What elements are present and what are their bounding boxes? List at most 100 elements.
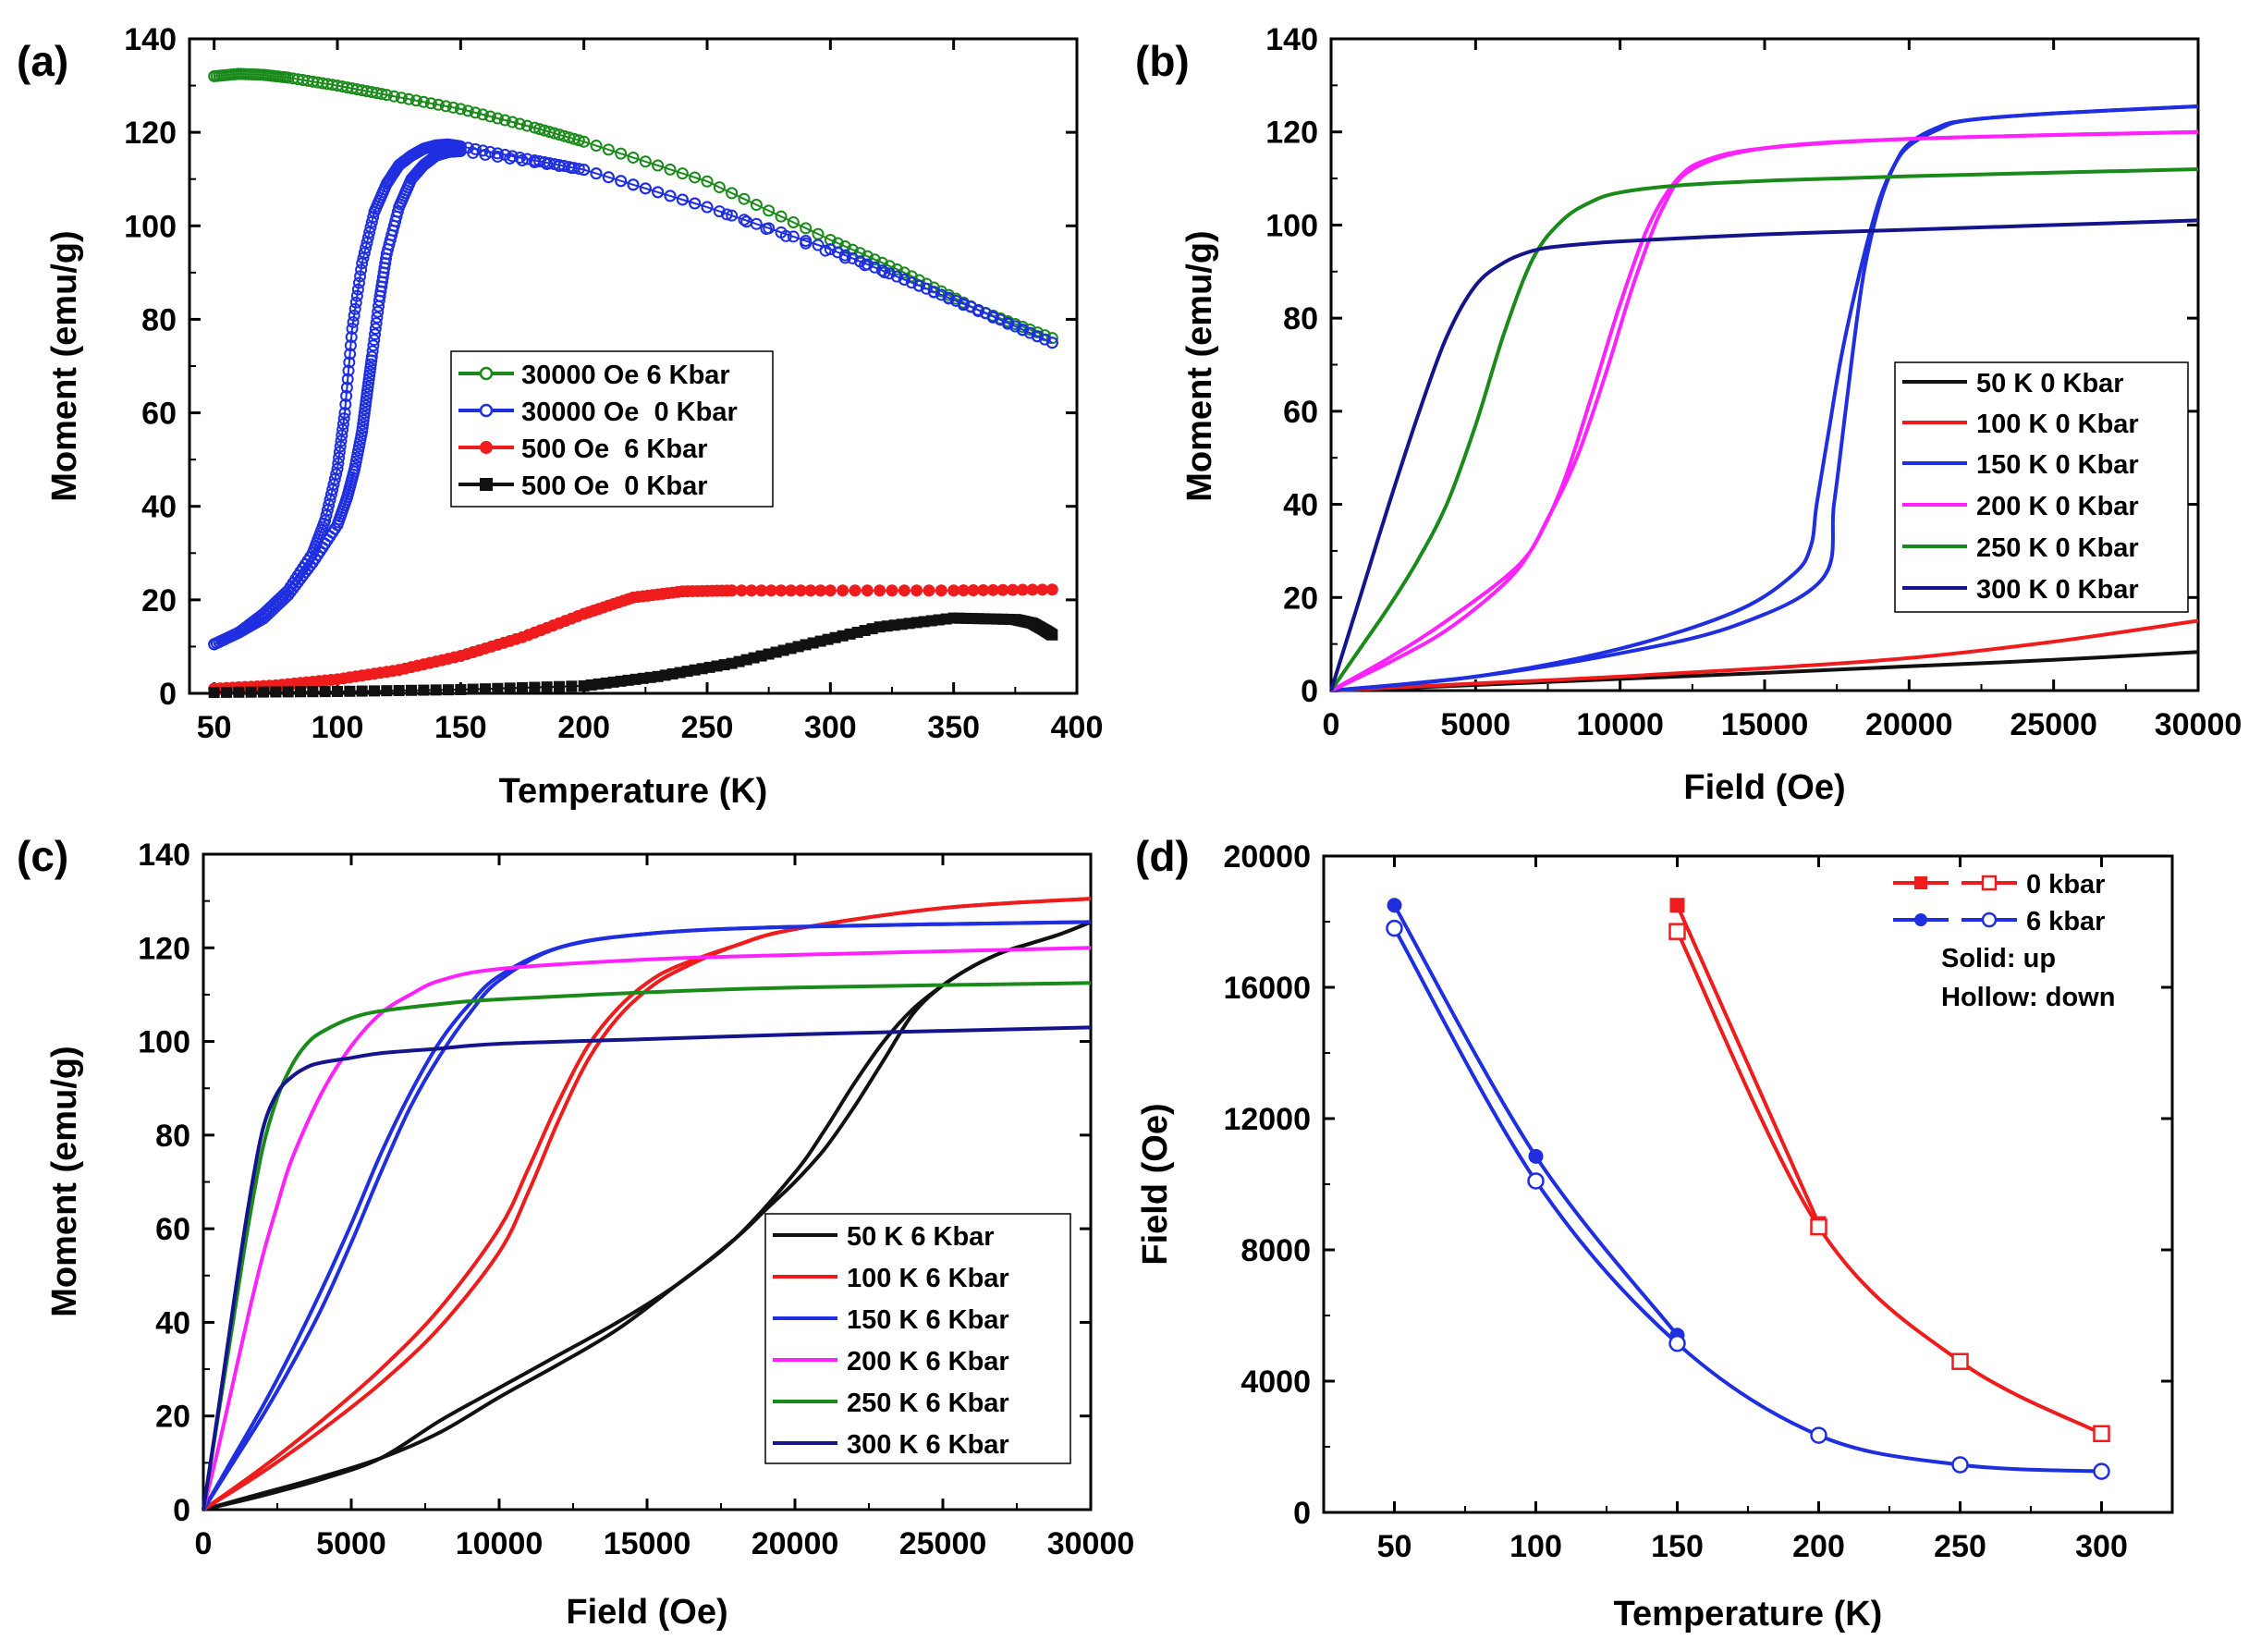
data-point: [335, 434, 348, 447]
x-tick-label: 20000: [752, 1526, 839, 1561]
data-point: [381, 685, 393, 697]
data-point: [764, 584, 777, 597]
data-point: [371, 311, 384, 324]
data-point: [355, 263, 368, 276]
legend-label-a-0: 30000 Oe 6 Kbar: [521, 361, 730, 390]
x-tick-label: 50: [197, 710, 232, 745]
data-point: [701, 175, 714, 188]
series-line-a-0: [214, 72, 1053, 339]
x-tick-label: 200: [557, 710, 610, 745]
data-point: [504, 152, 517, 165]
data-point: [689, 197, 702, 210]
legend-label-b-1: 100 K 0 Kbar: [1976, 410, 2139, 439]
y-tick-label: 20: [141, 583, 177, 618]
y-tick-label: 80: [141, 302, 177, 337]
series-line-d-0-down: [1675, 930, 2103, 1436]
data-point: [689, 171, 702, 184]
data-point: [812, 239, 825, 251]
y-tick-label: 80: [1283, 301, 1318, 337]
data-point: [369, 328, 382, 341]
panel-label-a: (a): [17, 37, 68, 85]
data-point: [2093, 1462, 2110, 1480]
data-point: [898, 584, 911, 597]
data-point: [1951, 1456, 1969, 1474]
x-axis-label-d: Temperature (K): [1614, 1595, 1883, 1634]
data-point: [831, 237, 844, 250]
data-point: [417, 95, 430, 108]
data-point: [819, 244, 832, 257]
legend-label-a-1: 30000 Oe 0 Kbar: [521, 398, 738, 427]
data-point: [1387, 898, 1402, 913]
y-axis-label-c: Moment (emu/g): [45, 1046, 84, 1316]
data-point: [986, 583, 999, 596]
data-point: [701, 201, 714, 214]
data-point: [615, 175, 628, 188]
data-point: [370, 316, 383, 329]
series-layer-a: [208, 67, 1058, 698]
data-point: [824, 584, 837, 597]
data-point: [775, 210, 788, 223]
legend-label-b-3: 200 K 0 Kbar: [1976, 492, 2139, 521]
series-line-d-1-up: [1392, 904, 1680, 1337]
data-point: [824, 243, 837, 256]
data-point: [957, 299, 970, 312]
data-point: [336, 423, 349, 436]
data-point: [838, 251, 851, 264]
x-tick-label: 25000: [2010, 707, 2097, 742]
data-point: [409, 94, 422, 107]
x-axis-label-b: Field (Oe): [1683, 768, 1845, 807]
data-point: [831, 246, 844, 259]
data-point: [367, 211, 380, 224]
y-tick-label: 40: [1283, 488, 1318, 523]
data-point: [554, 680, 565, 692]
data-point: [578, 164, 591, 177]
data-point: [348, 302, 361, 315]
data-point: [319, 686, 331, 698]
y-tick-label: 4000: [1240, 1364, 1311, 1400]
data-point: [529, 681, 541, 693]
axis-ticks-b: 0 5000 10000 15000 20000 25000 30000 0 20 40 60 80 1…: [1265, 22, 2242, 742]
legend-a: 30000 Oe 6 Kbar 30000 Oe 0 Kbar 500 Oe 6…: [450, 350, 774, 508]
y-tick-label: 20000: [1223, 839, 1311, 875]
data-point: [332, 457, 345, 470]
data-point: [957, 584, 970, 597]
data-point: [208, 638, 221, 651]
data-point: [627, 178, 640, 191]
data-point: [859, 259, 872, 272]
y-tick-label: 140: [138, 838, 190, 873]
data-point: [1007, 583, 1020, 596]
y-tick-label: 0: [1293, 1496, 1311, 1531]
series-layer-b: [1329, 104, 2199, 692]
data-point: [513, 117, 526, 130]
data-point: [483, 110, 496, 123]
data-point: [1668, 923, 1686, 940]
data-point: [1810, 1426, 1827, 1444]
data-point: [967, 584, 980, 597]
x-tick-label: 150: [434, 710, 487, 745]
data-point: [1031, 330, 1044, 343]
data-point: [367, 339, 380, 352]
data-point: [923, 584, 935, 597]
data-point: [491, 112, 504, 125]
data-point: [779, 229, 792, 242]
data-point: [341, 373, 354, 385]
data-point: [348, 309, 361, 322]
y-tick-label: 60: [141, 397, 177, 432]
legend-item-a-0: 30000 Oe 6 Kbar: [458, 361, 730, 390]
y-tick-label: 100: [138, 1025, 190, 1060]
legend-c: 50 K 6 Kbar 100 K 6 Kbar 150 K 6 Kbar 20…: [764, 1213, 1071, 1464]
data-point: [572, 134, 585, 147]
data-point: [1527, 1172, 1545, 1190]
x-tick-label: 5000: [1441, 707, 1511, 742]
legend-label-d-1: 6 kbar: [2026, 907, 2105, 936]
data-point: [861, 584, 874, 597]
y-tick-label: 20: [155, 1400, 190, 1435]
data-point: [615, 147, 628, 160]
data-point: [346, 323, 359, 336]
data-point: [787, 215, 800, 228]
data-point: [1016, 324, 1029, 337]
data-point: [878, 266, 891, 279]
legend-item-b-2: 150 K 0 Kbar: [1902, 450, 2139, 480]
x-tick-label: 100: [312, 710, 364, 745]
data-point: [986, 311, 999, 324]
